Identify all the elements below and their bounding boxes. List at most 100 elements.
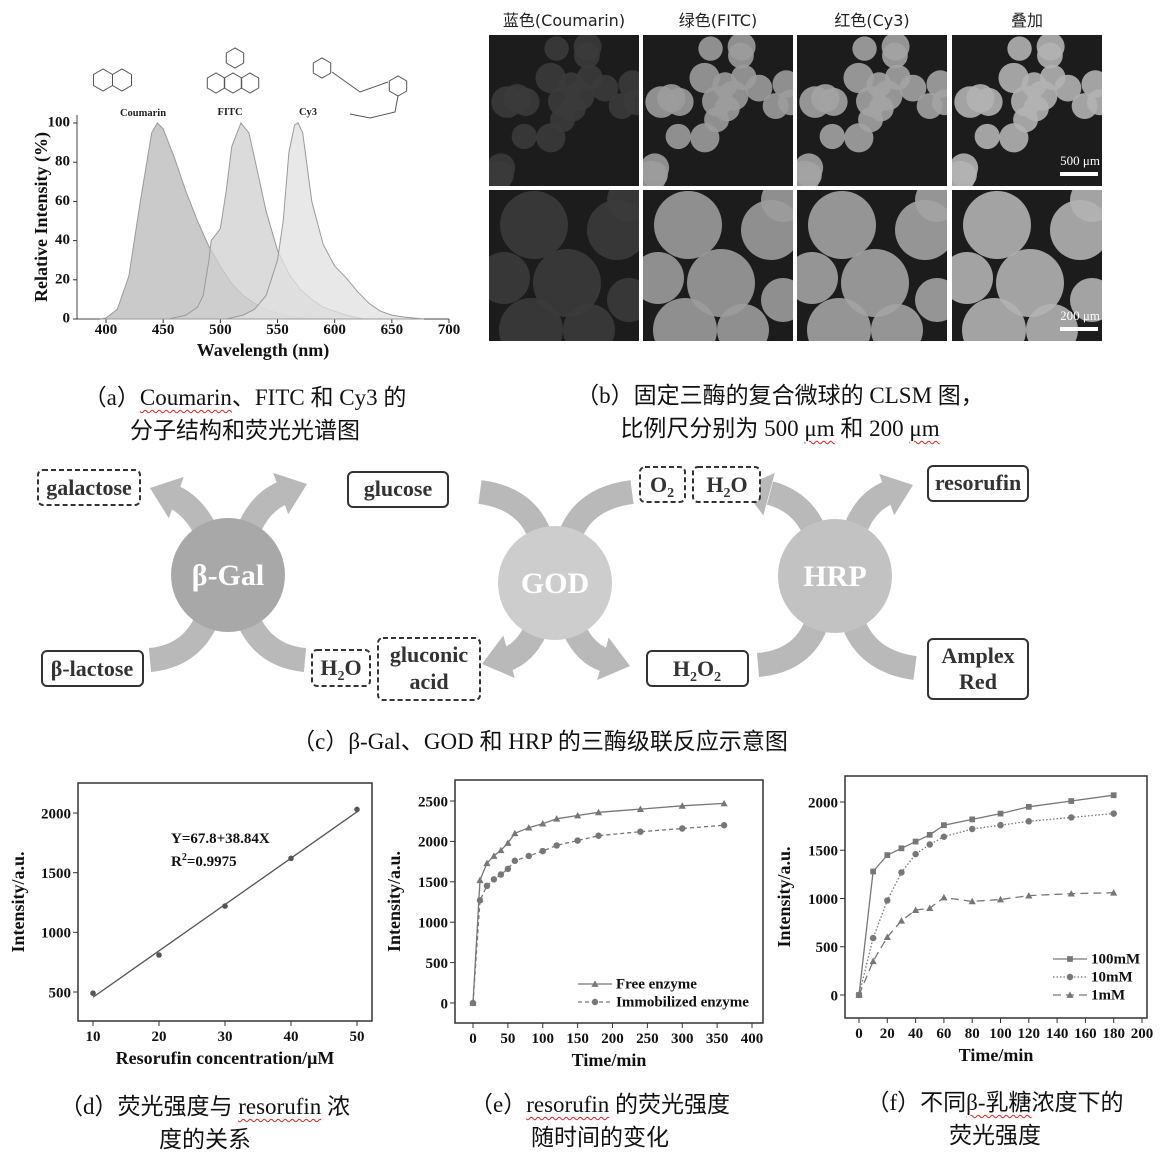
y-axis-label: Relative Intensity (%) [31, 132, 52, 302]
microsphere [1011, 85, 1042, 117]
triangle-marker [636, 805, 644, 812]
series-line-2 [858, 892, 1114, 996]
microspheres [797, 190, 947, 341]
microsphere [702, 85, 733, 117]
microsphere [511, 123, 537, 150]
microsphere [489, 161, 514, 186]
fitc-ring [223, 72, 243, 94]
microsphere [808, 191, 876, 259]
enzyme-hrp [778, 519, 892, 633]
h2o-bottom-label: H2O [320, 655, 361, 684]
triangle-marker [996, 895, 1005, 903]
microsphere [963, 191, 1031, 259]
microspheres [952, 190, 1102, 341]
microsphere [1054, 74, 1082, 102]
x-tick-label: 250 [636, 1031, 659, 1047]
microsphere [687, 249, 755, 317]
caption-b-line1: （b）固定三酶的复合微球的 CLSM 图， [576, 383, 984, 408]
y-tick-label: 100 [48, 115, 71, 131]
glucose-box [347, 471, 449, 508]
enzyme-gal [171, 518, 285, 632]
clsm-column-title: 绿色(FITC) [679, 11, 757, 30]
microsphere [797, 161, 822, 186]
caption-e-line2: 随时间的变化 [531, 1125, 669, 1150]
text-part: O [650, 472, 667, 497]
circle-marker [884, 897, 891, 904]
caption-c: （c）β-Gal、GOD 和 HRP 的三酶级联反应示意图 [292, 729, 788, 754]
subscript: 2 [724, 486, 731, 501]
glucose-label: glucose [364, 476, 433, 501]
caption-f-pre: （f）不同 [866, 1090, 967, 1115]
x-tick-label: 60 [936, 1026, 951, 1042]
circle-marker [1110, 810, 1117, 817]
triangle-marker [912, 906, 920, 913]
lactose-box [41, 650, 144, 687]
text-part: H [673, 656, 690, 681]
microsphere [1070, 278, 1102, 322]
microsphere [548, 85, 579, 117]
gluconic-acid-box [377, 637, 481, 701]
subscript: O [731, 472, 748, 497]
text-part: glucose [364, 476, 433, 501]
x-tick-label: 50 [500, 1031, 515, 1047]
microsphere [915, 278, 947, 322]
circle-marker [469, 999, 477, 1007]
y-tick-label: 0 [63, 311, 71, 327]
square-marker [1110, 792, 1117, 799]
h2o2-box [646, 650, 749, 687]
y-tick-label: 1500 [41, 866, 71, 882]
square-marker [898, 845, 905, 852]
microsphere [807, 298, 871, 341]
legend-label: 100mM [1091, 952, 1140, 968]
x-tick-label: 100 [532, 1031, 555, 1047]
microsphere [761, 190, 793, 222]
triangle-marker [539, 820, 547, 827]
circle-marker [679, 825, 686, 832]
enzyme-label: GOD [521, 567, 589, 600]
microsphere [657, 84, 686, 113]
circle-marker [869, 934, 877, 942]
subscript: O [697, 656, 714, 681]
square-marker [926, 831, 933, 838]
triangle-marker [476, 876, 484, 884]
y-tick-label: 1000 [808, 892, 838, 908]
molecule-label: FITC [217, 107, 242, 118]
caption-a: （a）Coumarin、FITC 和 Cy3 的 分子结构和荧光光谱图 [40, 381, 450, 447]
circle-marker [637, 828, 644, 835]
microsphere [966, 84, 995, 113]
square-marker [1068, 798, 1075, 804]
microsphere [856, 85, 887, 117]
cy3-chain [331, 71, 389, 93]
circle-marker [997, 821, 1004, 829]
text-part: H [320, 655, 337, 680]
caption-d-line2: 度的关系 [159, 1127, 251, 1152]
y-tick-label: 80 [55, 154, 70, 170]
scale-bar [1060, 172, 1098, 176]
microsphere [761, 278, 793, 322]
triangle-marker [897, 917, 906, 924]
triangle-marker [678, 802, 686, 809]
microspheres [797, 35, 947, 186]
fitc-ring [240, 72, 260, 94]
caption-d-pre: （d）荧光强度与 [59, 1094, 239, 1119]
microspheres [489, 35, 639, 186]
microspheres [489, 190, 639, 341]
circle-marker [504, 865, 512, 873]
microsphere [1081, 70, 1102, 98]
y-tick-label: 2000 [41, 806, 71, 822]
microsphere [762, 93, 789, 120]
caption-b-unit1: μm [804, 416, 835, 441]
triangle-marker [940, 893, 948, 901]
coumarin-ring [112, 68, 132, 92]
caption-b-line2a: 比例尺分别为 500 [620, 416, 805, 441]
x-tick-label: 120 [1018, 1026, 1041, 1042]
caption-e-pre: （e） [470, 1092, 527, 1117]
microsphere [745, 74, 773, 102]
legend-label: 10mM [1091, 970, 1133, 986]
clsm-panel: 200 μm [952, 190, 1102, 341]
subscript: 2 [667, 486, 674, 501]
caption-f-line2: 荧光强度 [949, 1123, 1041, 1148]
x-tick-label: 400 [741, 1031, 764, 1047]
r-label: R [171, 854, 182, 870]
microsphere [607, 278, 639, 322]
